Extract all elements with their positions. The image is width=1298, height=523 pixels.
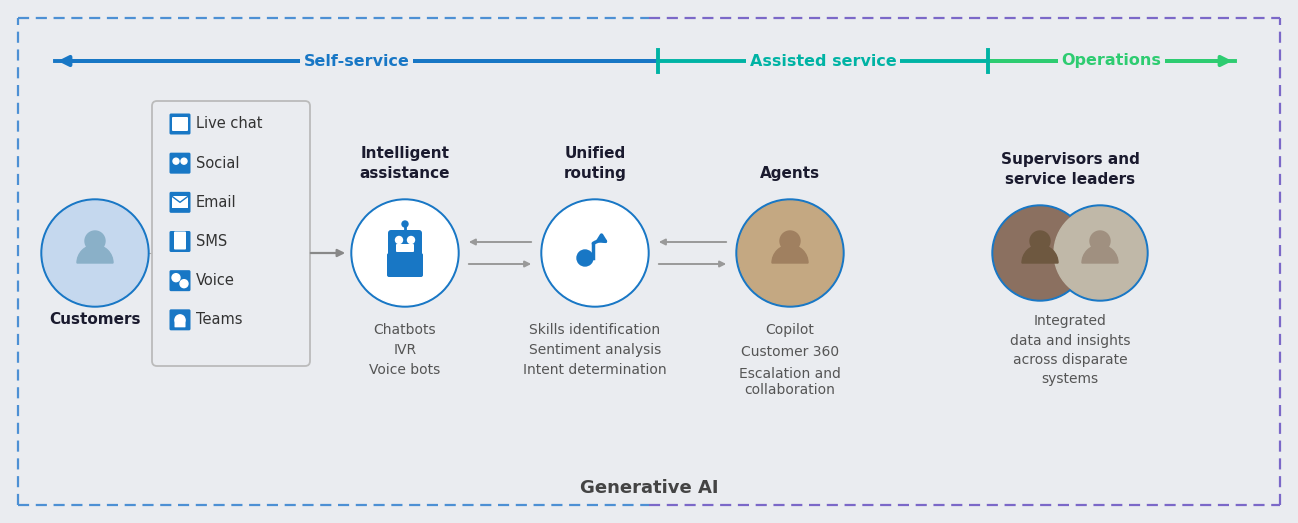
- Text: SMS: SMS: [196, 234, 227, 249]
- Text: Voice bots: Voice bots: [370, 363, 440, 377]
- FancyBboxPatch shape: [170, 309, 191, 331]
- Text: Live chat: Live chat: [196, 117, 262, 131]
- Polygon shape: [173, 196, 188, 208]
- Text: Email: Email: [196, 195, 236, 210]
- Text: Generative AI: Generative AI: [580, 479, 718, 497]
- FancyBboxPatch shape: [170, 231, 191, 252]
- FancyBboxPatch shape: [387, 253, 423, 277]
- Text: Voice: Voice: [196, 273, 235, 288]
- Text: Copilot: Copilot: [766, 323, 814, 337]
- FancyBboxPatch shape: [170, 192, 191, 213]
- Wedge shape: [772, 245, 807, 263]
- Circle shape: [173, 158, 179, 164]
- FancyBboxPatch shape: [152, 101, 310, 366]
- Text: Chatbots: Chatbots: [374, 323, 436, 337]
- Circle shape: [1054, 207, 1146, 299]
- Circle shape: [780, 231, 800, 251]
- Text: Operations: Operations: [1062, 53, 1162, 69]
- FancyBboxPatch shape: [173, 117, 188, 131]
- FancyBboxPatch shape: [174, 232, 186, 249]
- FancyBboxPatch shape: [174, 320, 186, 327]
- Circle shape: [992, 205, 1088, 301]
- Circle shape: [353, 201, 457, 305]
- Text: Integrated
data and insights
across disparate
systems: Integrated data and insights across disp…: [1010, 314, 1131, 386]
- Text: Intent determination: Intent determination: [523, 363, 667, 377]
- Circle shape: [1031, 231, 1050, 251]
- Wedge shape: [1022, 245, 1058, 263]
- Text: Customers: Customers: [49, 313, 140, 327]
- Wedge shape: [77, 245, 113, 263]
- Text: Assisted service: Assisted service: [750, 53, 897, 69]
- Circle shape: [402, 221, 408, 227]
- Text: Social: Social: [196, 156, 240, 170]
- Text: Customer 360: Customer 360: [741, 345, 839, 359]
- Circle shape: [578, 250, 593, 266]
- Text: Supervisors and
service leaders: Supervisors and service leaders: [1001, 152, 1140, 187]
- Text: Escalation and
collaboration: Escalation and collaboration: [739, 367, 841, 397]
- Circle shape: [994, 207, 1086, 299]
- Circle shape: [84, 231, 105, 251]
- Circle shape: [408, 236, 414, 244]
- Text: Unified
routing: Unified routing: [563, 146, 627, 181]
- Circle shape: [173, 274, 180, 282]
- Text: Teams: Teams: [196, 312, 243, 327]
- Circle shape: [1051, 205, 1147, 301]
- FancyBboxPatch shape: [170, 113, 191, 134]
- Text: Skills identification: Skills identification: [530, 323, 661, 337]
- Wedge shape: [1083, 245, 1118, 263]
- Text: Agents: Agents: [759, 166, 820, 181]
- FancyBboxPatch shape: [396, 244, 414, 252]
- Circle shape: [541, 199, 649, 307]
- Text: Self-service: Self-service: [304, 53, 409, 69]
- Text: Intelligent
assistance: Intelligent assistance: [360, 146, 450, 181]
- Text: IVR: IVR: [393, 343, 417, 357]
- Circle shape: [739, 201, 842, 305]
- FancyBboxPatch shape: [388, 230, 422, 258]
- Circle shape: [543, 201, 646, 305]
- FancyBboxPatch shape: [170, 270, 191, 291]
- FancyBboxPatch shape: [170, 153, 191, 174]
- Circle shape: [180, 280, 188, 288]
- Circle shape: [350, 199, 459, 307]
- Circle shape: [736, 199, 844, 307]
- Circle shape: [42, 199, 149, 307]
- Circle shape: [1090, 231, 1110, 251]
- Circle shape: [180, 158, 187, 164]
- Circle shape: [175, 315, 186, 325]
- Circle shape: [396, 236, 402, 244]
- Text: Sentiment analysis: Sentiment analysis: [528, 343, 661, 357]
- Circle shape: [43, 201, 147, 305]
